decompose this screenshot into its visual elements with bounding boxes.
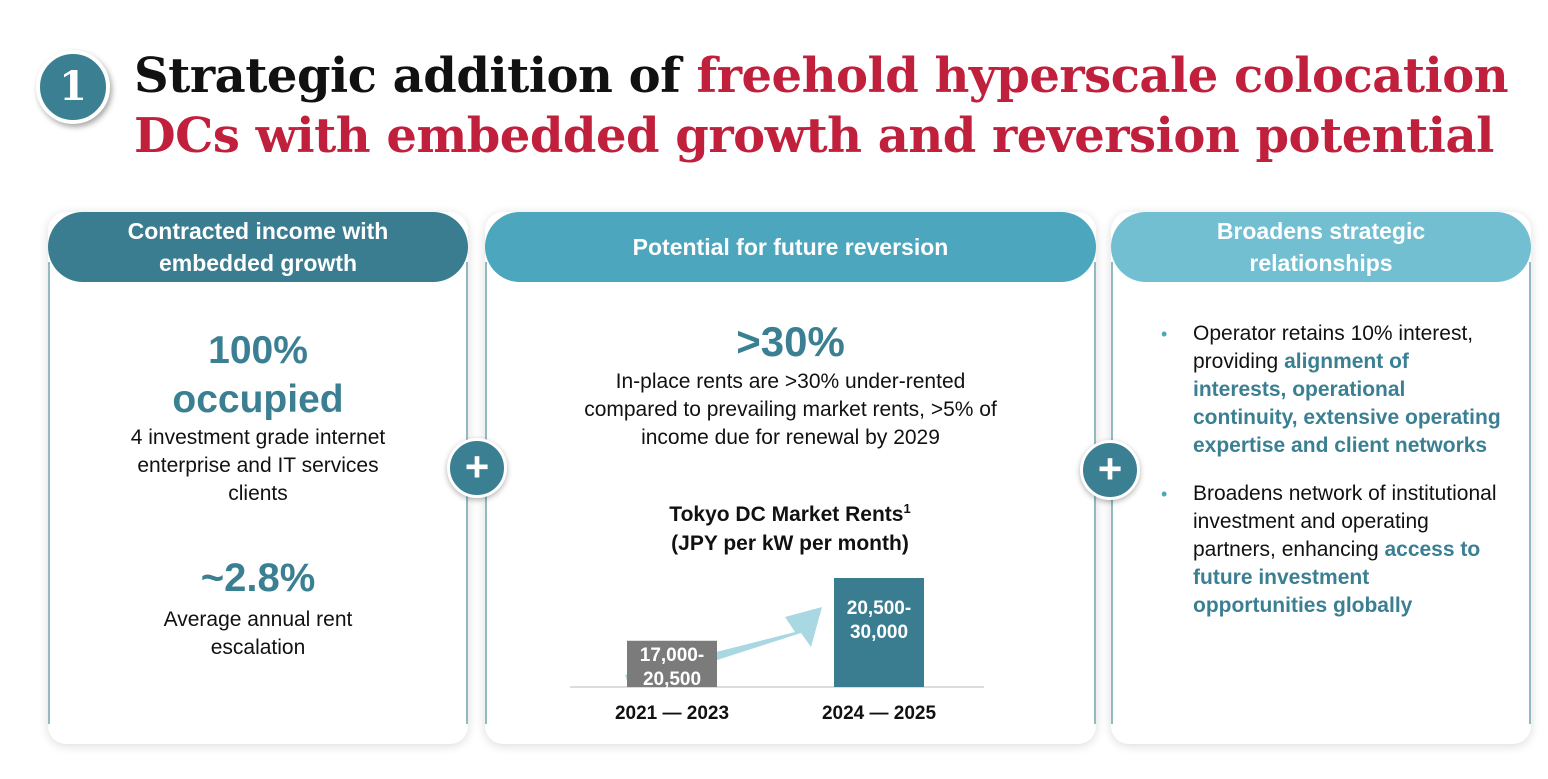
section-number-badge: 1 <box>36 50 110 124</box>
card-right-edge <box>1529 262 1531 724</box>
card-header: Broadens strategic relationships <box>1111 212 1531 282</box>
under-rented-description: In-place rents are >30% under-rented com… <box>584 370 997 449</box>
bar-value-label: 30,000 <box>850 622 908 643</box>
list-item: • Operator retains 10% interest, providin… <box>1161 320 1503 460</box>
card-header-text: Broadens strategic relationships <box>1216 218 1426 276</box>
bar-2 <box>834 578 924 687</box>
bullet-icon: • <box>1161 324 1168 344</box>
relationships-list: • Operator retains 10% interest, providin… <box>1161 320 1503 640</box>
bullet-highlight: access to future investment opportunitie… <box>1193 538 1481 617</box>
rent-escalation-stat: ~2.8% <box>200 556 316 600</box>
card-strategic-relationships: Broadens strategic relationships • Operat… <box>1080 212 1531 744</box>
category-label: 2021 — 2023 <box>615 703 729 724</box>
chart-title-footnote: 1 <box>903 501 911 516</box>
category-label: 2024 — 2025 <box>822 703 937 724</box>
rent-escalation-description: Average annual rent escalation <box>163 608 353 659</box>
bar-value-label: 20,500 <box>643 669 701 690</box>
list-item: • Broadens network of institutional inves… <box>1161 480 1503 620</box>
card-future-reversion: Potential for future reversion >30% In-p… <box>447 212 1096 744</box>
under-rented-stat: >30% <box>736 318 845 365</box>
card-header-text: Contracted income with embedded growth <box>127 218 389 276</box>
card-contracted-income: Contracted income with embedded growth 1… <box>48 212 468 744</box>
chart-title-text: Tokyo DC Market Rents <box>669 503 904 526</box>
bar-1 <box>627 640 717 687</box>
bullet-text: Operator retains 10% interest, providing <box>1193 322 1474 373</box>
card-left-edge <box>48 262 50 724</box>
occupancy-stat: 100% occupied <box>172 329 344 421</box>
bullet-highlight: alignment of interests, operational cont… <box>1193 350 1501 457</box>
bullet-text: Broadens network of institutional invest… <box>1193 482 1497 561</box>
card-header-text: Potential for future reversion <box>632 234 949 260</box>
chart-title: Tokyo DC Market Rents1 (JPY per kW per m… <box>485 494 1095 558</box>
title-red-part: freehold hyperscale colocation DCs with … <box>134 48 1509 164</box>
bullet-icon: • <box>1161 484 1168 504</box>
card-header: Contracted income with embedded growth <box>48 212 468 282</box>
occupancy-description: 4 investment grade internet enterprise a… <box>130 426 386 505</box>
market-rents-chart: 17,000- 20,500 2021 — 2023 20,500- 30,000 202… <box>570 578 984 724</box>
plus-icon: + <box>1080 440 1140 500</box>
plus-icon: + <box>447 438 507 498</box>
bar-value-label: 20,500- <box>847 598 911 619</box>
title-black-part: Strategic addition of <box>134 48 697 104</box>
chart-subtitle: (JPY per kW per month) <box>671 532 909 555</box>
page-title: Strategic addition of freehold hyperscal… <box>134 46 1534 166</box>
bar-value-label: 17,000- <box>640 645 704 666</box>
card-header: Potential for future reversion <box>485 212 1096 282</box>
